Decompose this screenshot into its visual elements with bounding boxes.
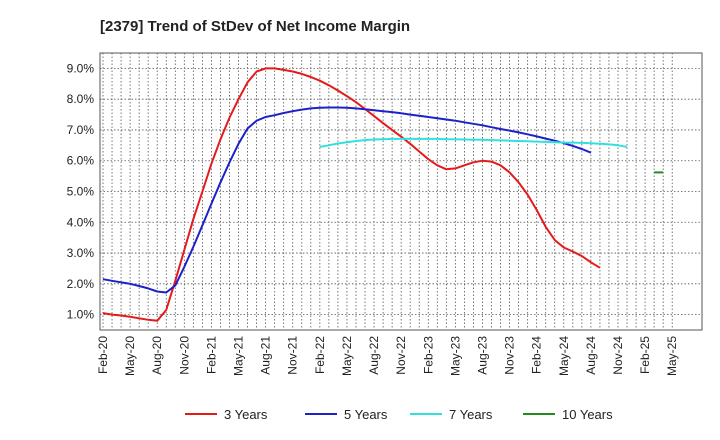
x-tick-label: May-24 <box>557 336 571 376</box>
legend: 3 Years 5 Years 7 Years 10 Years <box>185 407 613 422</box>
x-tick-label: Aug-23 <box>475 336 489 375</box>
y-tick-label: 1.0% <box>67 308 95 322</box>
x-tick-label: Aug-21 <box>259 336 273 375</box>
x-tick-label: Feb-25 <box>638 336 652 374</box>
y-tick-label: 6.0% <box>67 154 95 168</box>
y-tick-label: 4.0% <box>67 215 95 229</box>
y-axis: 1.0% 2.0% 3.0% 4.0% 5.0% 6.0% 7.0% 8.0% 9.0% <box>67 61 95 321</box>
x-tick-label: Feb-24 <box>530 336 544 374</box>
x-tick-label: Nov-23 <box>503 336 517 375</box>
x-axis: Feb-20 May-20 Aug-20 Nov-20 Feb-21 May-21 Aug-… <box>96 336 679 376</box>
x-tick-label: Feb-23 <box>421 336 435 374</box>
legend-label: 10 Years <box>562 407 613 422</box>
x-tick-label: Feb-22 <box>313 336 327 374</box>
x-tick-label: May-23 <box>448 336 462 376</box>
legend-label: 5 Years <box>344 407 388 422</box>
y-tick-label: 9.0% <box>67 61 95 75</box>
y-tick-label: 7.0% <box>67 123 95 137</box>
y-tick-label: 2.0% <box>67 277 95 291</box>
series-line-1 <box>102 106 592 294</box>
y-tick-label: 5.0% <box>67 185 95 199</box>
x-tick-label: May-20 <box>123 336 137 376</box>
legend-label: 7 Years <box>449 407 493 422</box>
x-tick-label: May-22 <box>340 336 354 376</box>
grid <box>100 53 702 330</box>
x-tick-label: May-25 <box>665 336 679 376</box>
x-tick-label: May-21 <box>232 336 246 376</box>
x-tick-label: Nov-22 <box>394 336 408 375</box>
x-tick-label: Nov-21 <box>286 336 300 375</box>
series-line-0 <box>102 67 601 322</box>
x-tick-label: Aug-22 <box>367 336 381 375</box>
x-tick-label: Aug-20 <box>150 336 164 375</box>
series-line-2 <box>319 137 628 148</box>
x-tick-label: Aug-24 <box>584 336 598 375</box>
x-tick-label: Feb-20 <box>96 336 110 374</box>
x-tick-label: Nov-20 <box>177 336 191 375</box>
y-tick-label: 8.0% <box>67 92 95 106</box>
y-tick-label: 3.0% <box>67 246 95 260</box>
legend-label: 3 Years <box>224 407 268 422</box>
plot-frame <box>99 52 703 331</box>
x-tick-label: Feb-21 <box>204 336 218 374</box>
series-lines <box>102 67 664 322</box>
chart-title: [2379] Trend of StDev of Net Income Marg… <box>100 18 410 35</box>
x-tick-label: Nov-24 <box>611 336 625 375</box>
